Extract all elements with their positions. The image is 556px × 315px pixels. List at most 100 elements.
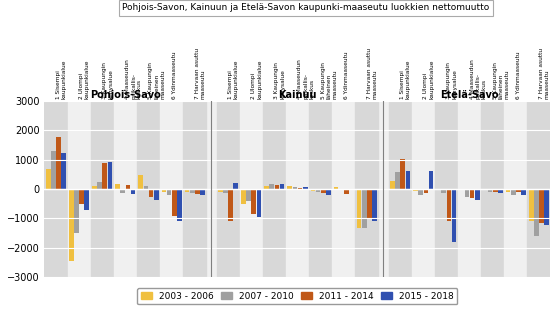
Bar <box>126 185 130 189</box>
Bar <box>160 101 183 277</box>
Bar <box>504 101 527 277</box>
Bar <box>429 171 433 189</box>
Bar <box>310 189 315 191</box>
Bar <box>321 189 325 193</box>
Bar <box>355 101 379 277</box>
Bar <box>246 189 251 201</box>
Bar <box>395 172 400 189</box>
Bar <box>167 189 171 195</box>
Bar <box>390 181 395 189</box>
Bar <box>400 159 405 189</box>
Bar <box>251 189 256 214</box>
Bar <box>61 153 66 189</box>
Bar <box>44 101 68 277</box>
Bar <box>264 186 269 189</box>
Bar <box>446 189 451 221</box>
Bar <box>544 189 549 225</box>
Text: Kainuu: Kainuu <box>278 90 317 100</box>
Bar <box>475 189 480 200</box>
Bar <box>459 189 464 190</box>
Bar <box>521 189 526 195</box>
Bar <box>539 189 544 223</box>
Bar <box>309 101 332 277</box>
Bar <box>389 101 412 277</box>
Legend: 2003 - 2006, 2007 - 2010, 2011 - 2014, 2015 - 2018: 2003 - 2006, 2007 - 2010, 2011 - 2014, 2… <box>137 288 458 304</box>
Bar <box>412 101 435 277</box>
Bar <box>85 189 89 209</box>
Bar <box>223 189 228 193</box>
Bar <box>436 189 441 190</box>
Bar <box>51 151 56 189</box>
Bar <box>195 189 200 194</box>
Bar <box>275 186 279 189</box>
Bar <box>344 189 349 194</box>
Bar <box>372 189 377 221</box>
Bar <box>74 189 79 232</box>
Bar <box>483 189 487 191</box>
Bar <box>481 101 504 277</box>
Bar <box>413 189 418 191</box>
Bar <box>148 189 153 197</box>
Bar <box>200 189 205 195</box>
Bar <box>529 189 534 221</box>
Bar <box>488 189 493 192</box>
Bar <box>162 189 166 192</box>
Bar <box>69 189 74 261</box>
Bar <box>292 187 297 189</box>
Bar <box>349 189 354 191</box>
Text: Pohjois-Savon, Kainuun ja Etelä-Savon kaupunki-maaseutu luokkien nettomuutto: Pohjois-Savon, Kainuun ja Etelä-Savon ka… <box>122 3 489 12</box>
Bar <box>91 101 114 277</box>
Bar <box>138 175 143 189</box>
Bar <box>131 189 136 194</box>
Bar <box>190 189 195 193</box>
Bar <box>424 189 428 193</box>
Bar <box>263 101 286 277</box>
Bar <box>241 189 246 204</box>
Bar <box>92 186 97 189</box>
Bar <box>534 189 539 236</box>
Bar <box>326 189 331 195</box>
Bar <box>172 189 177 216</box>
Bar <box>405 171 410 189</box>
Bar <box>143 186 148 189</box>
Bar <box>506 189 510 192</box>
Bar <box>465 189 469 197</box>
Bar <box>183 101 206 277</box>
Bar <box>56 137 61 189</box>
Bar <box>137 101 160 277</box>
Bar <box>177 189 182 221</box>
Bar <box>303 187 307 189</box>
Bar <box>102 163 107 189</box>
Bar <box>516 189 521 192</box>
Bar <box>334 187 339 189</box>
Bar <box>218 189 223 192</box>
Bar <box>234 183 238 189</box>
Bar <box>332 101 355 277</box>
Bar <box>280 184 285 189</box>
Bar <box>80 189 84 204</box>
Bar <box>115 184 120 189</box>
Bar <box>458 101 481 277</box>
Bar <box>256 189 261 217</box>
Bar <box>527 101 550 277</box>
Bar <box>339 189 344 190</box>
Bar <box>46 169 51 189</box>
Bar <box>362 189 366 227</box>
Bar <box>367 189 372 218</box>
Bar <box>297 188 302 189</box>
Bar <box>114 101 137 277</box>
Bar <box>441 189 446 193</box>
Bar <box>121 189 125 193</box>
Bar <box>418 189 423 195</box>
Bar <box>185 189 190 192</box>
Bar <box>452 189 456 242</box>
Bar <box>108 162 112 189</box>
Bar <box>287 186 292 189</box>
Bar <box>240 101 263 277</box>
Bar <box>357 189 361 228</box>
Bar <box>435 101 458 277</box>
Bar <box>154 189 158 200</box>
Bar <box>470 189 474 198</box>
Bar <box>316 189 320 192</box>
Bar <box>498 189 503 193</box>
